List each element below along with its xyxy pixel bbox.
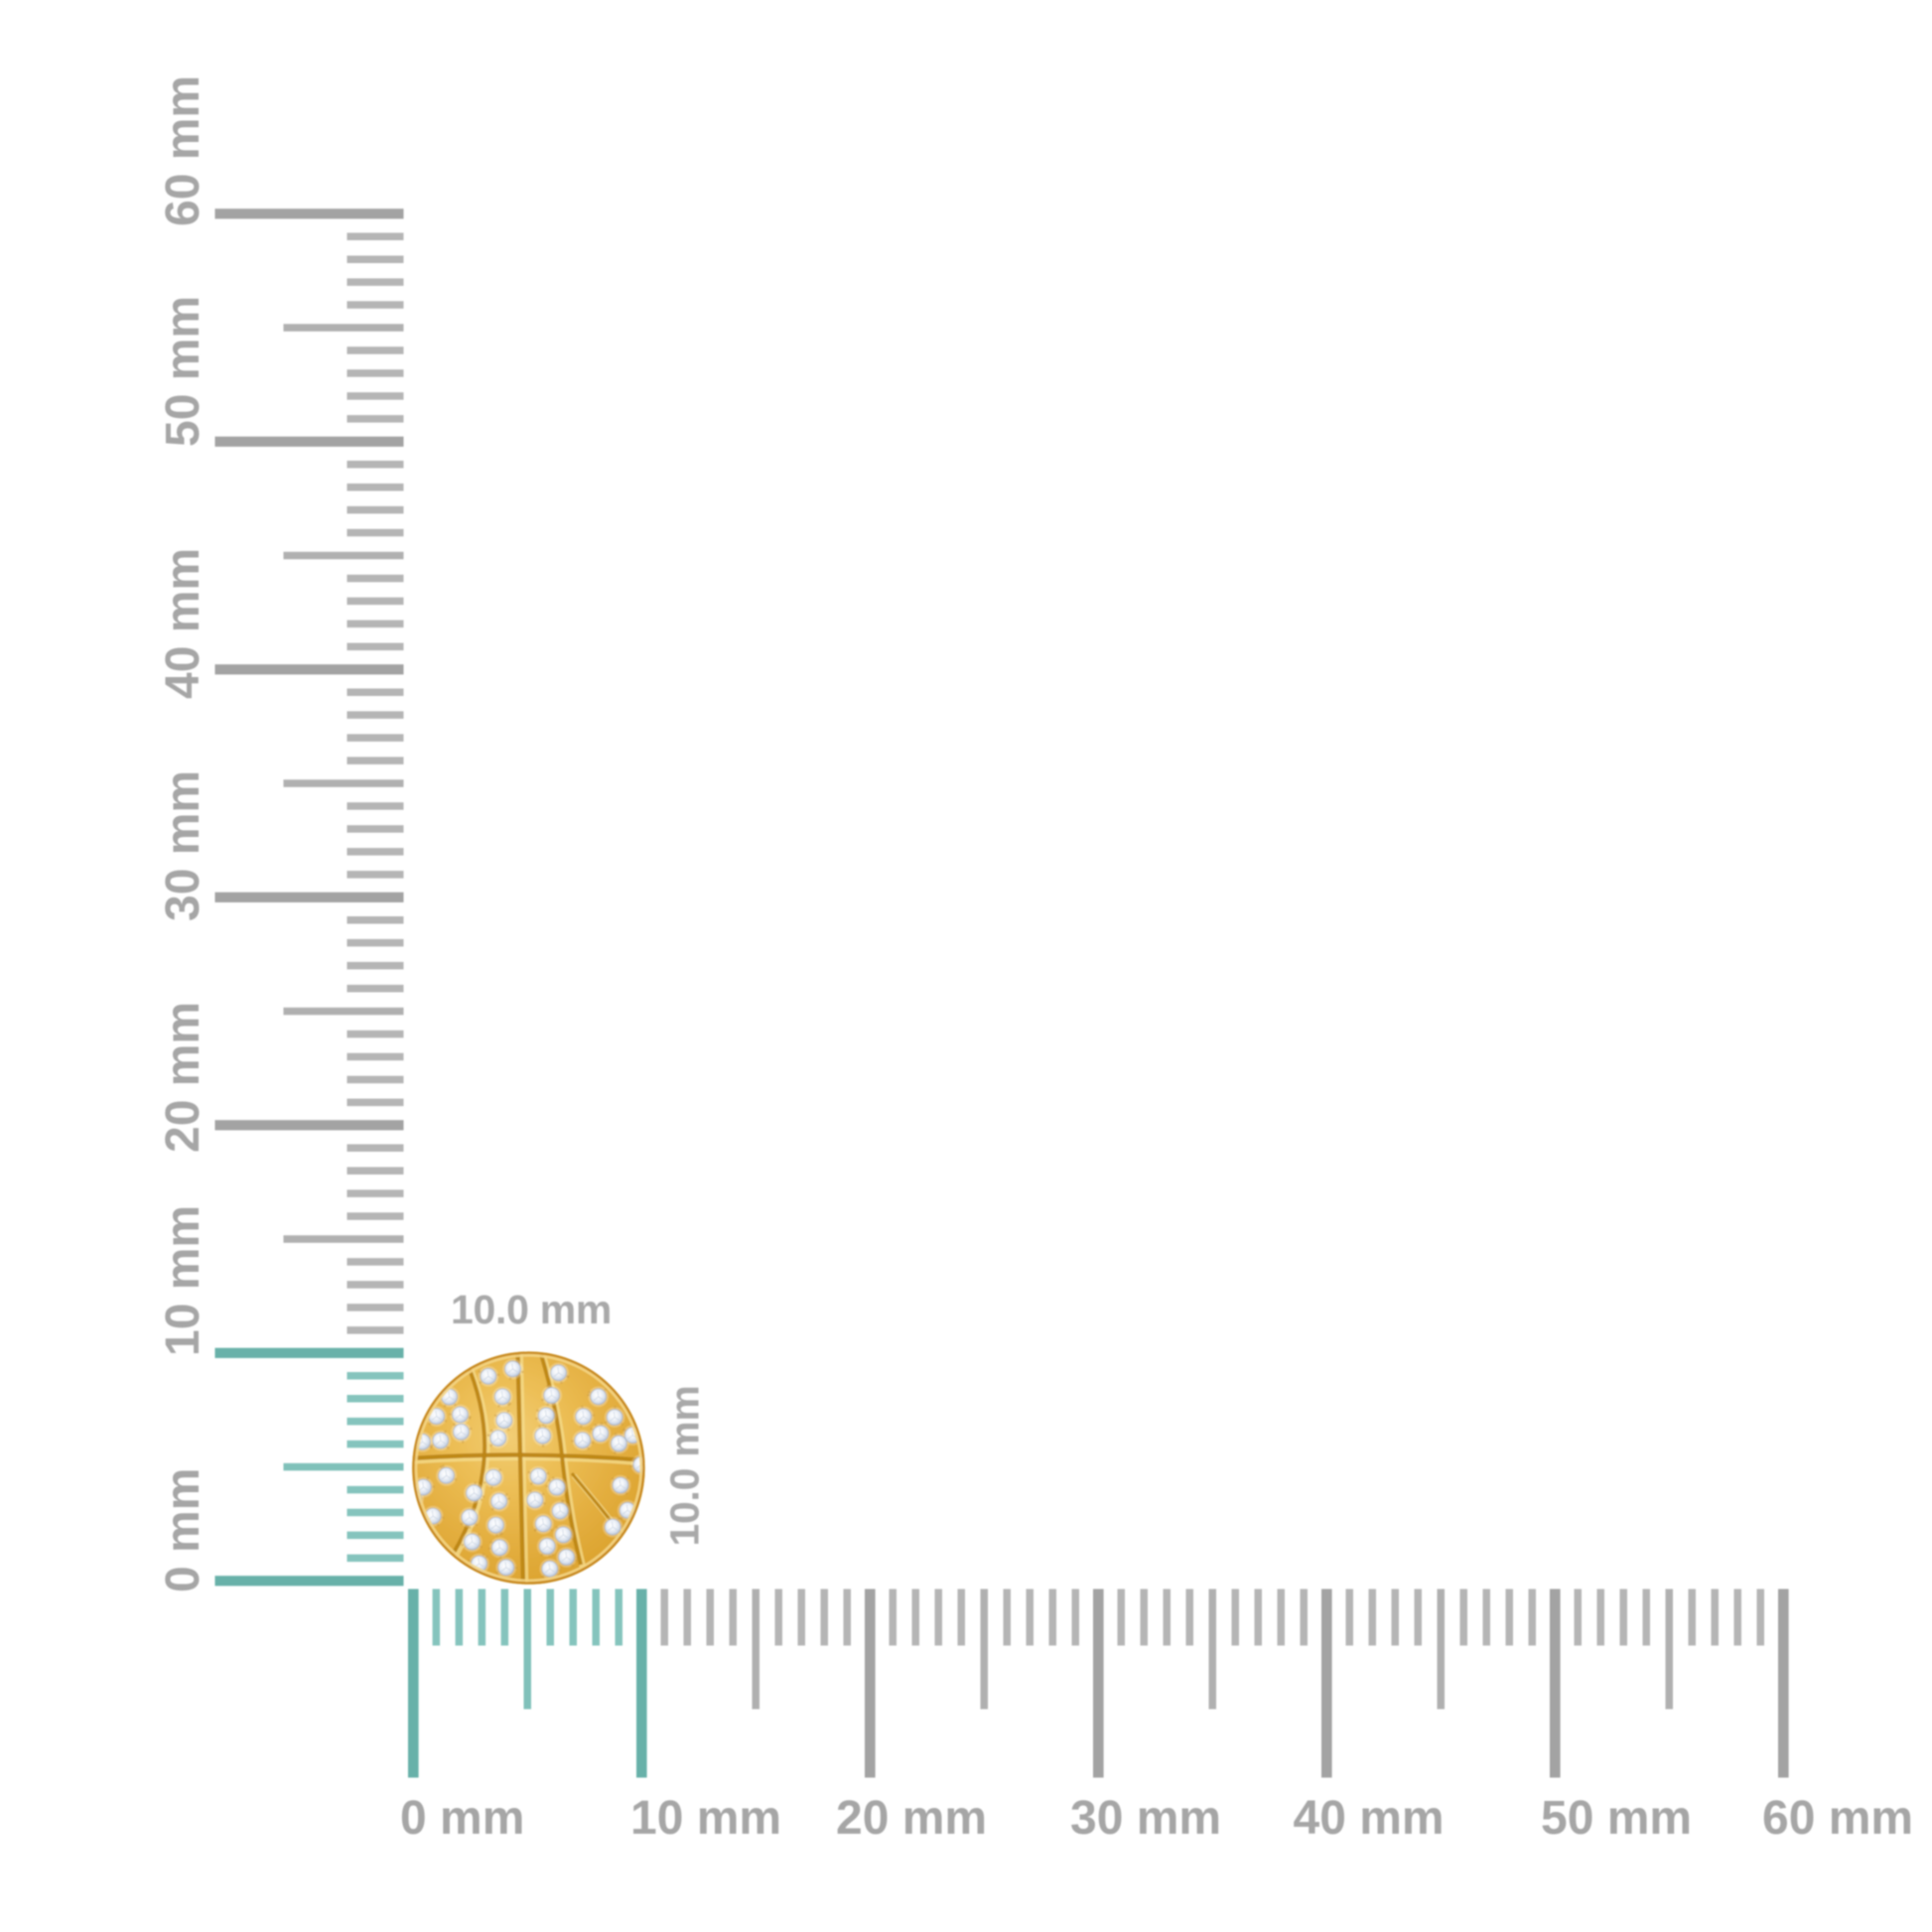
- svg-text:40 mm: 40 mm: [157, 548, 209, 699]
- svg-text:40 mm: 40 mm: [1294, 1792, 1445, 1845]
- svg-text:0 mm: 0 mm: [400, 1792, 524, 1845]
- svg-text:20 mm: 20 mm: [836, 1792, 987, 1845]
- svg-text:60 mm: 60 mm: [1762, 1792, 1913, 1845]
- svg-text:50 mm: 50 mm: [1541, 1792, 1692, 1845]
- svg-text:30 mm: 30 mm: [1070, 1792, 1221, 1845]
- svg-text:10 mm: 10 mm: [630, 1792, 781, 1845]
- svg-text:20 mm: 20 mm: [157, 1002, 209, 1153]
- svg-text:50 mm: 50 mm: [157, 296, 209, 447]
- svg-text:30 mm: 30 mm: [157, 770, 209, 921]
- svg-text:10 mm: 10 mm: [157, 1205, 209, 1356]
- svg-text:60 mm: 60 mm: [157, 75, 209, 226]
- svg-text:0 mm: 0 mm: [157, 1468, 209, 1592]
- svg-text:10.0 mm: 10.0 mm: [662, 1385, 708, 1546]
- svg-text:10.0 mm: 10.0 mm: [451, 1287, 612, 1332]
